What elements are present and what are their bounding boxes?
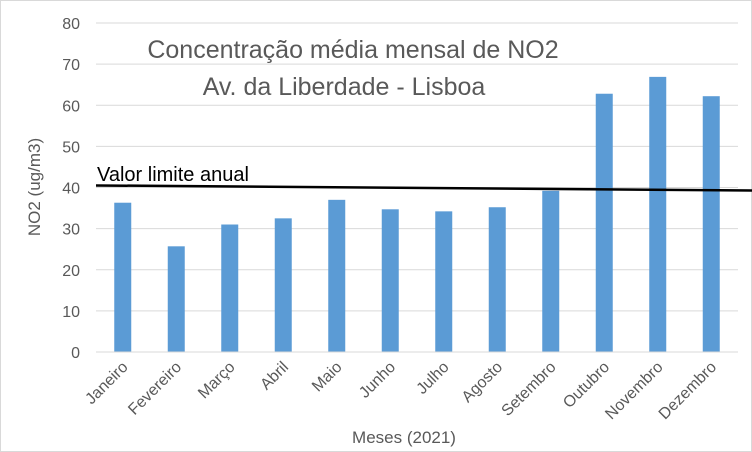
bar — [114, 202, 132, 352]
y-tick-label: 40 — [62, 181, 80, 198]
gridlines — [96, 22, 738, 312]
bar — [702, 96, 720, 352]
y-tick-label: 30 — [62, 222, 80, 239]
y-axis-label: NO2 (ug/m3) — [25, 138, 44, 236]
bar — [435, 211, 453, 352]
bars — [114, 76, 720, 353]
chart-title-line-2: Av. da Liberdade - Lisboa — [203, 73, 486, 101]
bar — [488, 207, 506, 352]
y-tick-label: 10 — [62, 304, 80, 321]
y-tick-label: 60 — [62, 98, 80, 115]
bar — [328, 199, 346, 352]
bar — [649, 76, 667, 352]
y-tick-label: 70 — [62, 57, 80, 74]
bar — [542, 190, 560, 352]
y-tick-label: 50 — [62, 139, 80, 156]
reference-line — [95, 184, 752, 192]
y-axis-ticks: 0 10 20 30 40 50 60 70 80 — [62, 16, 80, 362]
x-axis-label: Meses (2021) — [352, 428, 456, 447]
bar — [595, 93, 613, 353]
bar — [221, 224, 239, 352]
y-tick-label: 0 — [71, 345, 80, 362]
reference-line-label: Valor limite anual — [97, 164, 249, 186]
y-tick-label: 20 — [62, 263, 80, 280]
bar — [167, 246, 185, 352]
y-tick-label: 80 — [62, 16, 80, 33]
bar — [274, 218, 292, 352]
chart-title-line-1: Concentração média mensal de NO2 — [147, 36, 558, 64]
bar — [381, 209, 399, 352]
